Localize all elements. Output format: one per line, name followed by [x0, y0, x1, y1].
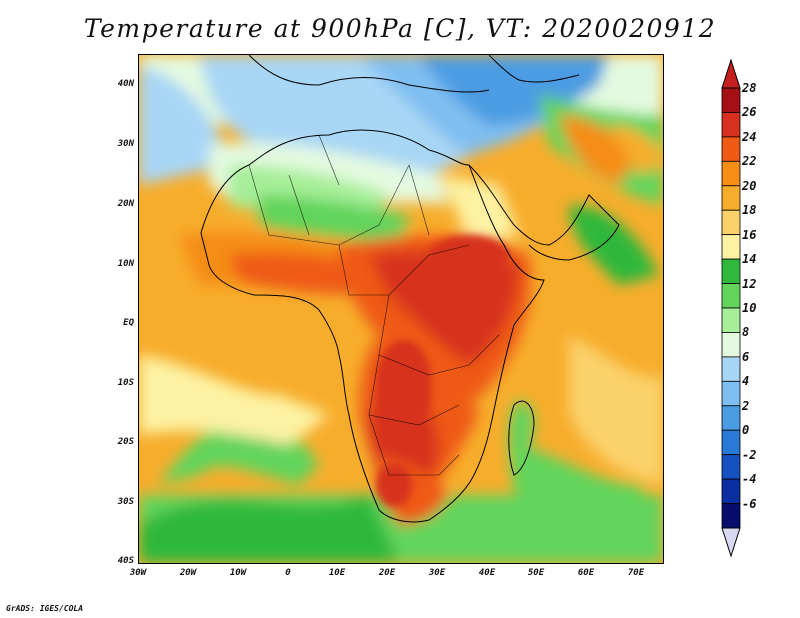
colorbar-label: 16: [742, 227, 757, 242]
lon-label: 40E: [478, 568, 496, 578]
colorbar-label: -2: [742, 447, 757, 462]
colorbar-label: 6: [742, 349, 750, 364]
country-borders: [248, 134, 500, 476]
lon-label: 10W: [229, 568, 247, 578]
colorbar-box: [721, 160, 741, 187]
colorbar-label: 18: [742, 203, 757, 218]
colorbar-box: [721, 283, 741, 309]
lat-label: 10S: [117, 378, 134, 388]
colorbar-box: [721, 380, 741, 407]
lat-label: 20S: [117, 437, 134, 447]
colorbar-label: 10: [742, 301, 757, 315]
colorbar-label: -4: [742, 472, 757, 487]
colorbar-box: [721, 185, 741, 211]
colorbar-label: 14: [742, 252, 757, 267]
colorbar-max-triangle: [721, 58, 741, 89]
coastlines: [200, 55, 620, 523]
map-canvas: [139, 55, 663, 563]
colorbar-box: [721, 258, 741, 284]
colorbar: [721, 58, 741, 558]
colorbar-box: [721, 429, 741, 456]
lat-label: 30S: [117, 497, 134, 507]
colorbar-boxes: [721, 87, 741, 529]
colorbar-min-triangle: [721, 527, 741, 558]
lat-label: 40N: [117, 79, 134, 89]
lat-label: 20N: [117, 199, 134, 209]
colorbar-box: [721, 503, 741, 529]
colorbar-box: [721, 356, 741, 382]
colorbar-label: 26: [742, 105, 757, 120]
colorbar-label: 12: [742, 276, 757, 291]
lat-label: EQ: [123, 318, 134, 328]
colorbar-box: [721, 234, 741, 260]
colorbar-label: 24: [742, 129, 757, 144]
colorbar-label: -6: [742, 496, 757, 511]
colorbar-box: [721, 112, 741, 138]
lon-label: 10E: [328, 568, 346, 578]
colorbar-label: 0: [742, 423, 750, 438]
lon-label: 70E: [627, 568, 645, 578]
lon-label: 60E: [577, 568, 595, 578]
colorbar-label: 8: [742, 325, 750, 340]
colorbar-box: [721, 454, 741, 480]
colorbar-label: 2: [742, 398, 750, 413]
colorbar-box: [721, 87, 741, 113]
colorbar-label: 22: [742, 154, 757, 169]
lat-label: 10N: [117, 259, 134, 269]
temperature-map: [138, 54, 664, 564]
hot-spots: [376, 235, 509, 507]
colorbar-box: [721, 136, 741, 162]
colorbar-box: [721, 405, 741, 431]
colorbar-box: [721, 332, 741, 358]
footer-credit: GrADS: IGES/COLA: [6, 604, 84, 613]
colorbar-box: [721, 478, 741, 504]
colorbar-box: [721, 307, 741, 333]
lon-label: 30E: [428, 568, 446, 578]
colorbar-box: [721, 209, 741, 236]
lat-label: 30N: [117, 139, 134, 149]
chart-title: Temperature at 900hPa [C], VT: 202002091…: [83, 14, 717, 43]
lon-label: 20E: [378, 568, 396, 578]
colorbar-label: 28: [742, 81, 757, 95]
lat-label: 40S: [117, 556, 134, 566]
lon-label: 30W: [129, 568, 147, 578]
lon-label: 20W: [179, 568, 197, 578]
lon-label: 0: [285, 568, 291, 578]
colorbar-label: 4: [742, 374, 750, 389]
lon-label: 50E: [527, 568, 545, 578]
colorbar-label: 20: [742, 178, 757, 193]
